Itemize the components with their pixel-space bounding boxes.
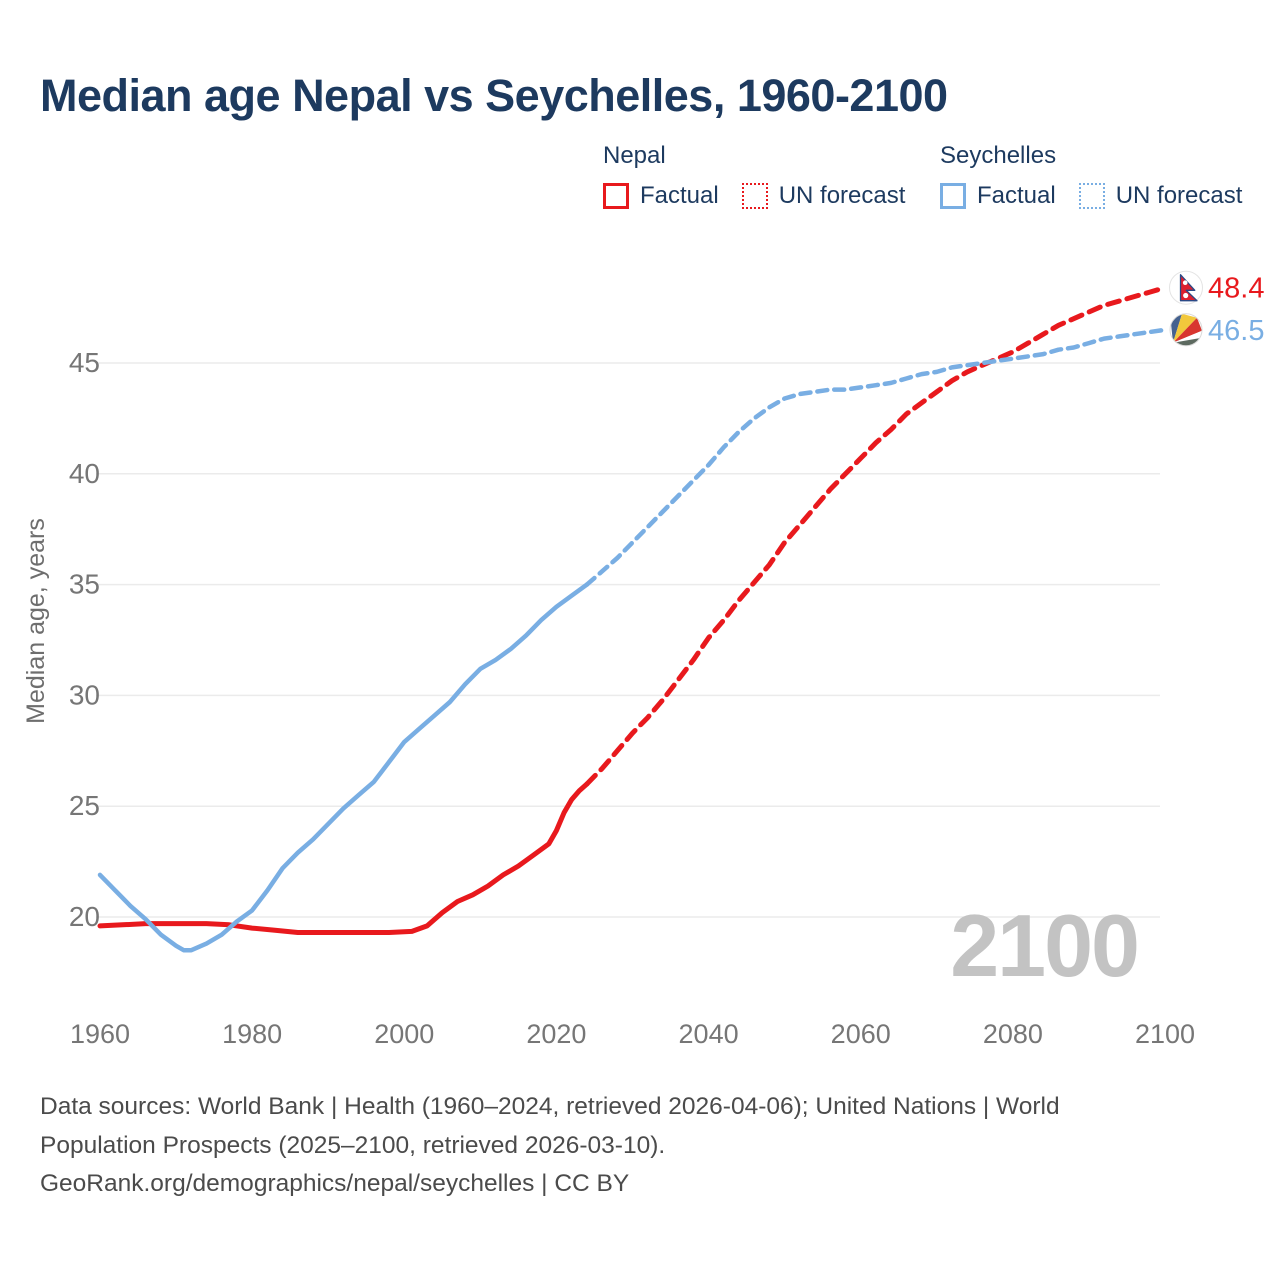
series-lines [97,285,1168,953]
legend-group-nepal: Nepal Factual UN forecast [603,142,917,210]
y-tick-label: 45 [69,347,100,378]
series-seychelles-un-forecast [584,327,1168,587]
footer-line: Data sources: World Bank | Health (1960–… [40,1093,1060,1120]
data-sources-footer: Data sources: World Bank | Health (1960–… [40,1088,1180,1204]
y-tick-label: 20 [69,901,100,932]
nepal-end-value: 48.4 [1208,273,1264,305]
x-tick-label: 2000 [374,1019,434,1049]
x-tick-label: 1980 [222,1019,282,1049]
y-axis-title: Median age, years [22,518,50,724]
y-tick-label: 35 [69,569,100,600]
seychelles-forecast-label[interactable]: UN forecast [1115,182,1243,209]
axis-labels: 20 25 30 35 40 45 1960 1980 2000 2020 2040 2060 2080… [22,347,1195,1049]
nepal-factual-label[interactable]: Factual [640,182,719,209]
watermark: 2100 [950,896,1138,995]
x-tick-label: 2100 [1135,1019,1195,1049]
y-tick-label: 30 [69,679,100,710]
legend-group-seychelles: Seychelles Factual UN forecast [940,142,1254,210]
seychelles-end-value: 46.5 [1208,315,1264,347]
seychelles-forecast-swatch [1078,183,1105,209]
x-tick-label: 1960 [70,1019,130,1049]
nepal-flag-icon [1169,270,1203,305]
legend-group-name: Nepal [603,142,666,169]
y-tick-label: 40 [69,458,100,489]
y-tick-label: 25 [69,790,100,821]
x-tick-label: 2020 [526,1019,586,1049]
x-tick-label: 2040 [679,1019,739,1049]
nepal-forecast-label[interactable]: UN forecast [778,182,906,209]
nepal-factual-swatch [603,183,629,209]
series-nepal-factual [97,781,590,935]
legend-group-name: Seychelles [940,142,1057,169]
footer-line: GeoRank.org/demographics/nepal/seychelle… [40,1170,630,1197]
series-seychelles-factual [97,582,590,953]
gridlines [96,362,1160,918]
page-title: Median age Nepal vs Seychelles, 1960-210… [40,70,948,121]
footer-line: Population Prospects (2025–2100, retriev… [40,1131,666,1159]
seychelles-factual-label[interactable]: Factual [977,182,1056,209]
series-nepal-un-forecast [584,285,1168,787]
x-tick-label: 2060 [831,1019,891,1049]
seychelles-factual-swatch [940,183,966,209]
x-tick-label: 2080 [983,1019,1043,1049]
nepal-forecast-swatch [741,183,768,209]
seychelles-flag-icon [1169,313,1203,347]
